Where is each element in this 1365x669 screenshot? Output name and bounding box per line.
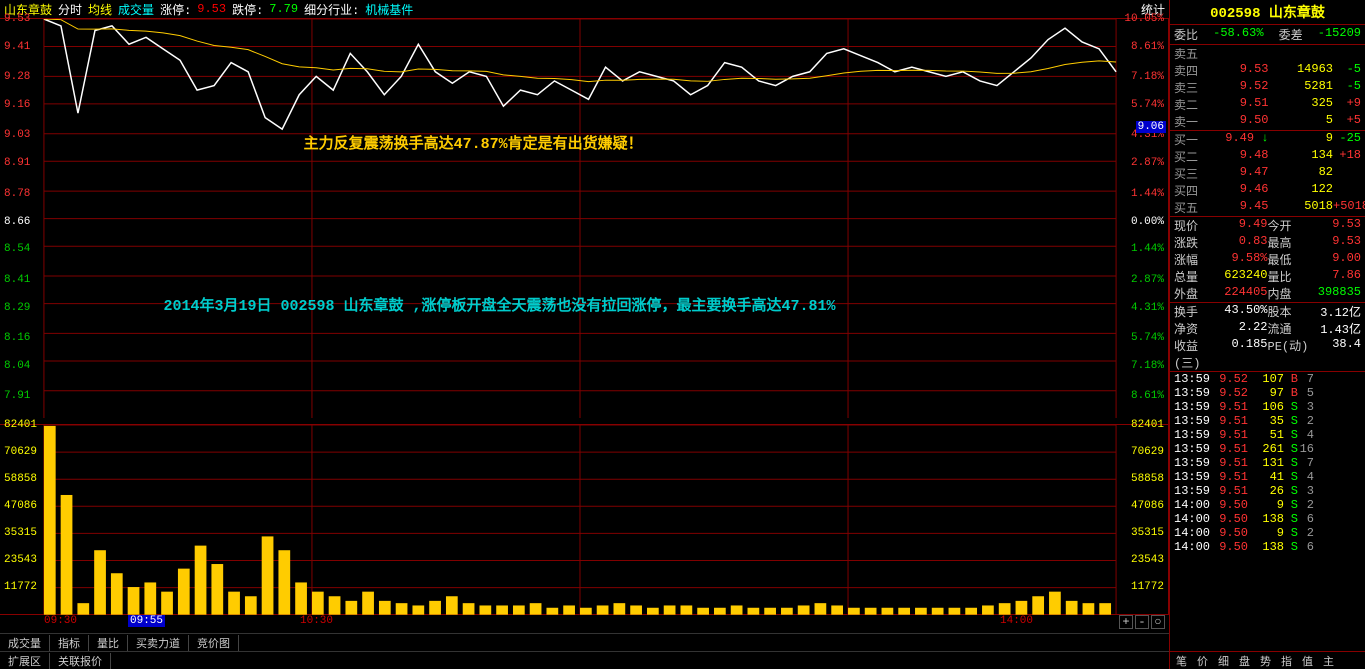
info-row: 涨幅9.58%最低9.00 [1170, 251, 1365, 268]
tick-row: 13:599.5126S3 [1170, 484, 1365, 498]
tick-row: 14:009.509S2 [1170, 498, 1365, 512]
plus-button[interactable]: + [1119, 615, 1133, 629]
sb-tab-值[interactable]: 值 [1298, 653, 1317, 669]
sb-tab-价[interactable]: 价 [1193, 653, 1212, 669]
info-row: 收益(三)0.185PE(动)38.4 [1170, 337, 1365, 371]
level-row: 卖二9.51325+9 [1170, 96, 1365, 113]
bid-list: 买一9.49 ↓9-25买二9.48134+18买三9.4782买四9.4612… [1170, 130, 1365, 216]
weibi-row: 委比 -58.63% 委差 -15209 [1170, 24, 1365, 44]
volume-chart[interactable]: 82401706295885847086353152354311772 8240… [0, 425, 1169, 615]
avg-label: 均线 [88, 1, 112, 18]
y-axis-right: 10.05%8.61%7.18%5.74%4.31%2.87%1.44%0.00… [1114, 19, 1164, 424]
weicha-value: -15209 [1318, 26, 1361, 43]
chart-area: 山东章鼓 分时 均线 成交量 涨停: 9.53 跌停: 7.79 细分行业: 机… [0, 0, 1170, 669]
level-row: 买三9.4782 [1170, 165, 1365, 182]
extension-tabs: 扩展区关联报价 [0, 651, 1169, 669]
tick-row: 13:599.51106S3 [1170, 400, 1365, 414]
level-row: 卖四9.5314963-5 [1170, 62, 1365, 79]
minus-button[interactable]: - [1135, 615, 1149, 629]
vol-svg [0, 425, 1168, 615]
info-grid-1: 现价9.49今开9.53涨跌0.83最高9.53涨幅9.58%最低9.00总量6… [1170, 216, 1365, 302]
price-marker: 9.06 [1136, 121, 1166, 133]
indicator-tabs: 成交量指标量比买卖力道竞价图 [0, 633, 1169, 651]
tab-扩展区[interactable]: 扩展区 [0, 653, 50, 669]
tick-row: 13:599.51131S7 [1170, 456, 1365, 470]
sb-tab-笔[interactable]: 笔 [1172, 653, 1191, 669]
tick-row: 13:599.52107B7 [1170, 372, 1365, 386]
time-t3: 10:30 [300, 615, 333, 627]
tick-row: 14:009.50138S6 [1170, 540, 1365, 554]
tab-量比[interactable]: 量比 [89, 635, 128, 651]
sb-tab-指[interactable]: 指 [1277, 653, 1296, 669]
sidebar-title: 002598 山东章鼓 [1170, 0, 1365, 24]
tick-row: 13:599.5151S4 [1170, 428, 1365, 442]
tab-关联报价[interactable]: 关联报价 [50, 653, 111, 669]
ask-list: 卖五卖四9.5314963-5卖三9.525281-5卖二9.51325+9卖一… [1170, 44, 1365, 130]
info-row: 现价9.49今开9.53 [1170, 217, 1365, 234]
level-row: 买五9.455018+5018 [1170, 199, 1365, 216]
time-axis: 09:30 09:55 10:30 14:00 + - ○ [0, 615, 1169, 633]
tick-row: 14:009.509S2 [1170, 526, 1365, 540]
limit-up-label: 涨停: [160, 1, 191, 18]
time-t4: 14:00 [1000, 615, 1033, 627]
vol-y-right: 82401706295885847086353152354311772 [1114, 425, 1164, 614]
tick-row: 13:599.5141S4 [1170, 470, 1365, 484]
level-row: 买二9.48134+18 [1170, 148, 1365, 165]
info-row: 净资2.22流通1.43亿 [1170, 320, 1365, 337]
tab-指标[interactable]: 指标 [50, 635, 89, 651]
price-chart[interactable]: 9.539.419.289.169.038.918.788.668.548.41… [0, 18, 1169, 425]
sidebar: 002598 山东章鼓 委比 -58.63% 委差 -15209 卖五卖四9.5… [1170, 0, 1365, 669]
industry: 机械基件 [365, 1, 413, 18]
stock-code: 002598 [1210, 6, 1260, 22]
period[interactable]: 分时 [58, 1, 82, 18]
level-row: 卖一9.505+5 [1170, 113, 1365, 130]
price-svg [0, 19, 1168, 418]
time-cursor: 09:55 [128, 615, 165, 627]
y-axis-left: 9.539.419.289.169.038.918.788.668.548.41… [4, 19, 44, 424]
tab-成交量[interactable]: 成交量 [0, 635, 50, 651]
sb-tab-势[interactable]: 势 [1256, 653, 1275, 669]
info-row: 涨跌0.83最高9.53 [1170, 234, 1365, 251]
sb-tab-主[interactable]: 主 [1319, 653, 1338, 669]
time-t1: 09:30 [44, 615, 77, 627]
annotation-2: 2014年3月19日 002598 山东章鼓 ,涨停板开盘全天震荡也没有拉回涨停… [164, 294, 836, 315]
weibi-label: 委比 [1174, 26, 1198, 43]
sb-tab-细[interactable]: 细 [1214, 653, 1233, 669]
tab-竞价图[interactable]: 竞价图 [189, 635, 239, 651]
level-row: 卖五 [1170, 45, 1365, 62]
tick-row: 14:009.50138S6 [1170, 512, 1365, 526]
industry-label: 细分行业: [304, 1, 359, 18]
top-bar: 山东章鼓 分时 均线 成交量 涨停: 9.53 跌停: 7.79 细分行业: 机… [0, 0, 1169, 18]
vol-label: 成交量 [118, 1, 154, 18]
weicha-label: 委差 [1279, 26, 1303, 43]
limit-dn: 7.79 [269, 2, 298, 16]
limit-dn-label: 跌停: [232, 1, 263, 18]
tick-row: 13:599.51261S16 [1170, 442, 1365, 456]
stock-name-sb: 山东章鼓 [1269, 6, 1325, 22]
settings-icon[interactable]: ○ [1151, 615, 1165, 629]
sb-tab-盘[interactable]: 盘 [1235, 653, 1254, 669]
tick-row: 13:599.5297B5 [1170, 386, 1365, 400]
tick-list: 13:599.52107B713:599.5297B513:599.51106S… [1170, 371, 1365, 651]
limit-up: 9.53 [197, 2, 226, 16]
info-grid-2: 换手43.50%股本3.12亿净资2.22流通1.43亿收益(三)0.185PE… [1170, 302, 1365, 371]
level-row: 买四9.46122 [1170, 182, 1365, 199]
level-row: 买一9.49 ↓9-25 [1170, 131, 1365, 148]
level-row: 卖三9.525281-5 [1170, 79, 1365, 96]
info-row: 换手43.50%股本3.12亿 [1170, 303, 1365, 320]
info-row: 总量623240量比7.86 [1170, 268, 1365, 285]
info-row: 外盘224405内盘398835 [1170, 285, 1365, 302]
tick-row: 13:599.5135S2 [1170, 414, 1365, 428]
vol-y-left: 82401706295885847086353152354311772 [4, 425, 44, 614]
weibi-value: -58.63% [1213, 26, 1263, 43]
annotation-1: 主力反复震荡换手高达47.87%肯定是有出货嫌疑！ [304, 132, 643, 153]
sidebar-foot-tabs: 笔价细盘势指值主 [1170, 651, 1365, 669]
tab-买卖力道[interactable]: 买卖力道 [128, 635, 189, 651]
